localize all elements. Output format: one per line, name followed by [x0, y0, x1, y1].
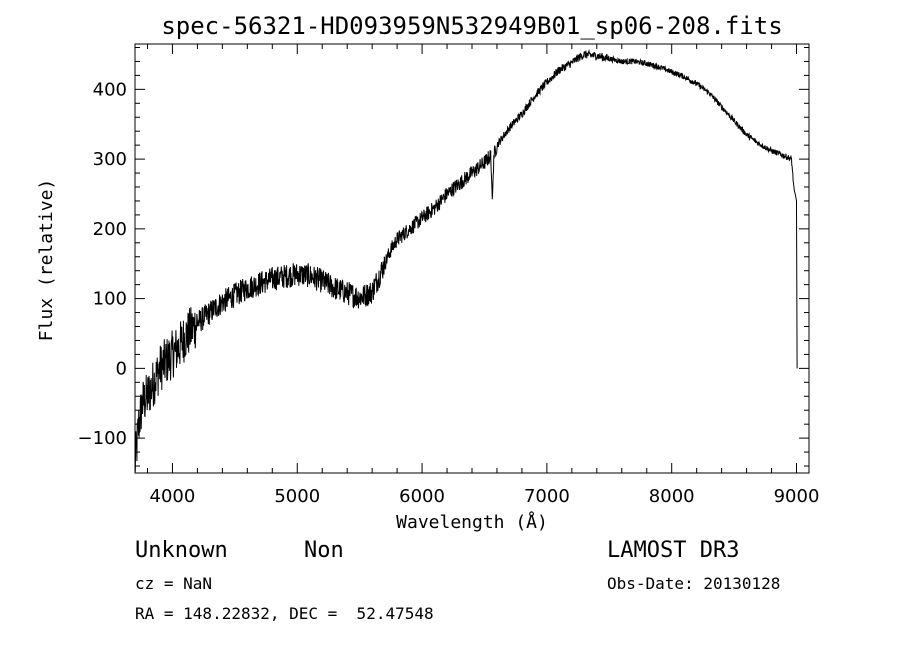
y-tick-label: 0 [116, 358, 127, 379]
object-subclass: Non [304, 538, 344, 563]
object-class: Unknown [135, 538, 228, 563]
y-tick-label: 400 [93, 79, 127, 100]
y-axis: −100 0 100 200 300 400 [78, 46, 809, 467]
y-axis-label: Flux (relative) [36, 179, 57, 342]
y-tick-label: 100 [93, 289, 127, 310]
survey-label: LAMOST DR3 [607, 538, 740, 563]
x-tick-label: 8000 [649, 486, 695, 507]
x-tick-label: 5000 [274, 486, 320, 507]
chart-title: spec-56321-HD093959N532949B01_sp06-208.f… [161, 12, 782, 40]
y-tick-label: 300 [93, 149, 127, 170]
x-tick-label: 9000 [774, 486, 820, 507]
y-tick-label: −100 [78, 428, 127, 449]
plot-frame [134, 43, 810, 474]
x-axis: 4000 5000 6000 7000 8000 9000 [146, 44, 820, 507]
coordinates-label: RA = 148.22832, DEC = 52.47548 [135, 604, 434, 623]
redshift-label: cz = NaN [135, 574, 213, 593]
x-tick-label: 6000 [399, 486, 445, 507]
x-tick-label: 7000 [524, 486, 570, 507]
y-tick-label: 200 [93, 219, 127, 240]
x-tick-label: 4000 [150, 486, 196, 507]
x-axis-label: Wavelength (Å) [396, 511, 548, 533]
obs-date-label: Obs-Date: 20130128 [607, 574, 781, 593]
spectrum-line [134, 48, 798, 472]
